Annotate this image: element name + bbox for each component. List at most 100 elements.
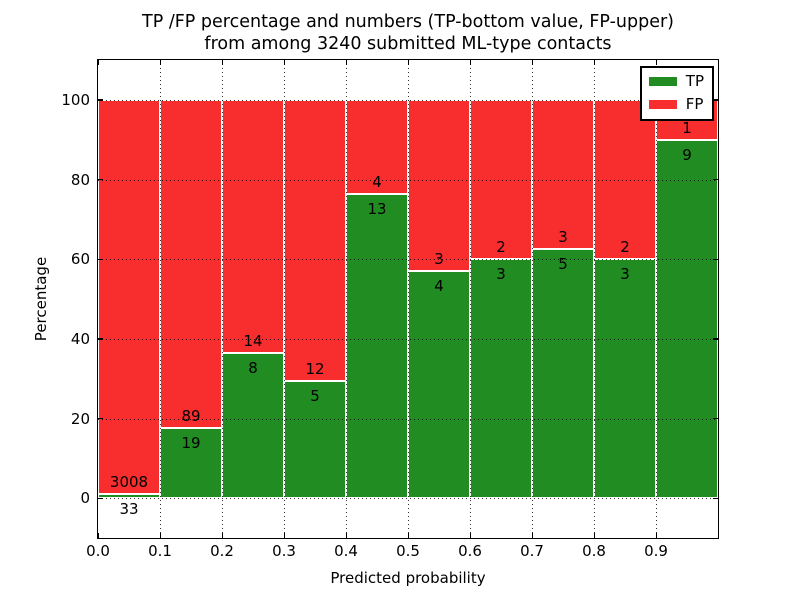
bar-label-fp-8: 2 — [620, 238, 630, 257]
x-tickmark-bottom-9 — [655, 533, 657, 538]
legend-label-tp: TP — [685, 72, 704, 90]
x-tickmark-top-5 — [407, 60, 409, 65]
bar-label-tp-5: 4 — [434, 276, 444, 295]
bar-label-fp-7: 3 — [558, 228, 568, 247]
bar-segment-tp-4 — [346, 193, 408, 499]
bar-label-tp-1: 19 — [181, 434, 201, 453]
gridline-x-7 — [594, 60, 595, 538]
x-tick-label-0: 0.0 — [86, 542, 110, 560]
x-tickmark-bottom-4 — [345, 533, 347, 538]
bar-label-tp-7: 5 — [558, 255, 568, 274]
y-tick-label-0: 0 — [80, 489, 90, 508]
y-tickmark-right-5 — [713, 99, 718, 101]
x-tick-label-7: 0.7 — [520, 542, 544, 560]
bar-label-fp-4: 4 — [372, 172, 382, 191]
x-tick-label-6: 0.6 — [458, 542, 482, 560]
y-axis-label: Percentage — [32, 256, 50, 342]
legend-entry-fp: FP — [648, 95, 704, 113]
x-tick-label-2: 0.2 — [210, 542, 234, 560]
bar-segment-fp-5 — [408, 99, 470, 271]
chart-title-line1: TP /FP percentage and numbers (TP-bottom… — [142, 12, 674, 32]
x-tickmark-bottom-0 — [97, 533, 99, 538]
legend-label-fp: FP — [685, 95, 704, 113]
gridline-x-8 — [656, 60, 657, 538]
bar-segment-fp-0 — [98, 99, 160, 494]
y-tickmark-right-3 — [713, 258, 718, 260]
x-tickmark-bottom-3 — [283, 533, 285, 538]
legend-entry-tp: TP — [648, 72, 704, 90]
x-tick-label-5: 0.5 — [396, 542, 420, 560]
bar-segment-fp-3 — [284, 99, 346, 381]
gridline-x-0 — [160, 60, 161, 538]
x-tickmark-top-4 — [345, 60, 347, 65]
gridline-x-2 — [284, 60, 285, 538]
bar-segment-tp-1 — [160, 428, 222, 499]
y-tickmark-right-1 — [713, 418, 718, 420]
x-tick-label-3: 0.3 — [272, 542, 296, 560]
y-tick-label-2: 40 — [70, 329, 90, 348]
y-tick-label-4: 80 — [70, 170, 90, 189]
bar-segment-fp-2 — [222, 99, 284, 354]
y-tick-label-1: 20 — [70, 409, 90, 428]
bar-segment-fp-6 — [470, 99, 532, 260]
x-tickmark-bottom-5 — [407, 533, 409, 538]
x-tickmark-top-8 — [593, 60, 595, 65]
x-tickmark-top-1 — [159, 60, 161, 65]
bar-label-fp-0: 3008 — [109, 472, 149, 491]
chart-title-line2: from among 3240 submitted ML-type contac… — [204, 34, 612, 54]
bar-label-tp-2: 8 — [248, 359, 258, 378]
y-tick-label-3: 60 — [70, 250, 90, 269]
legend: TP FP — [639, 66, 714, 121]
y-tickmark-left-4 — [98, 179, 103, 181]
bar-label-fp-1: 89 — [181, 407, 201, 426]
bar-segment-tp-3 — [284, 381, 346, 499]
x-tick-label-1: 0.1 — [148, 542, 172, 560]
x-tickmark-bottom-7 — [531, 533, 533, 538]
bar-segment-fp-8 — [594, 99, 656, 260]
bar-segment-tp-6 — [470, 259, 532, 499]
bar-label-fp-6: 2 — [496, 238, 506, 257]
x-tickmark-top-0 — [97, 60, 99, 65]
y-tickmark-right-4 — [713, 179, 718, 181]
bar-label-tp-0: 33 — [119, 499, 139, 518]
y-tickmark-left-0 — [98, 497, 103, 499]
x-tick-label-4: 0.4 — [334, 542, 358, 560]
legend-swatch-fp-icon — [648, 100, 677, 109]
bar-segment-tp-7 — [532, 249, 594, 499]
bar-label-fp-5: 3 — [434, 249, 444, 268]
legend-swatch-tp-icon — [648, 77, 677, 86]
bar-label-tp-8: 3 — [620, 265, 630, 284]
bar-label-tp-9: 9 — [682, 145, 692, 164]
bar-segment-tp-0 — [98, 493, 160, 499]
x-axis-label: Predicted probability — [330, 569, 486, 587]
x-tickmark-bottom-1 — [159, 533, 161, 538]
bar-segment-tp-8 — [594, 259, 656, 499]
y-tickmark-left-3 — [98, 258, 103, 260]
bar-label-fp-3: 12 — [305, 360, 325, 379]
gridline-x-4 — [408, 60, 409, 538]
x-tickmark-top-9 — [655, 60, 657, 65]
y-tick-label-5: 100 — [61, 90, 90, 109]
x-tickmark-top-10 — [717, 60, 719, 65]
x-tickmark-bottom-8 — [593, 533, 595, 538]
bar-label-fp-2: 14 — [243, 332, 263, 351]
gridline-x-1 — [222, 60, 223, 538]
x-tickmark-bottom-10 — [717, 533, 719, 538]
chart-title: TP /FP percentage and numbers (TP-bottom… — [98, 11, 718, 55]
x-tick-label-9: 0.9 — [644, 542, 668, 560]
y-tickmark-left-2 — [98, 338, 103, 340]
y-tickmark-right-0 — [713, 497, 718, 499]
y-tickmark-right-2 — [713, 338, 718, 340]
x-tickmark-top-6 — [469, 60, 471, 65]
bar-segment-tp-9 — [656, 139, 718, 499]
bar-label-tp-3: 5 — [310, 387, 320, 406]
x-tickmark-bottom-6 — [469, 533, 471, 538]
gridline-x-5 — [470, 60, 471, 538]
y-tickmark-left-1 — [98, 418, 103, 420]
x-tickmark-top-2 — [221, 60, 223, 65]
x-tickmark-top-7 — [531, 60, 533, 65]
bar-label-fp-9: 1 — [682, 118, 692, 137]
y-tickmark-left-5 — [98, 99, 103, 101]
bar-segment-fp-7 — [532, 99, 594, 250]
